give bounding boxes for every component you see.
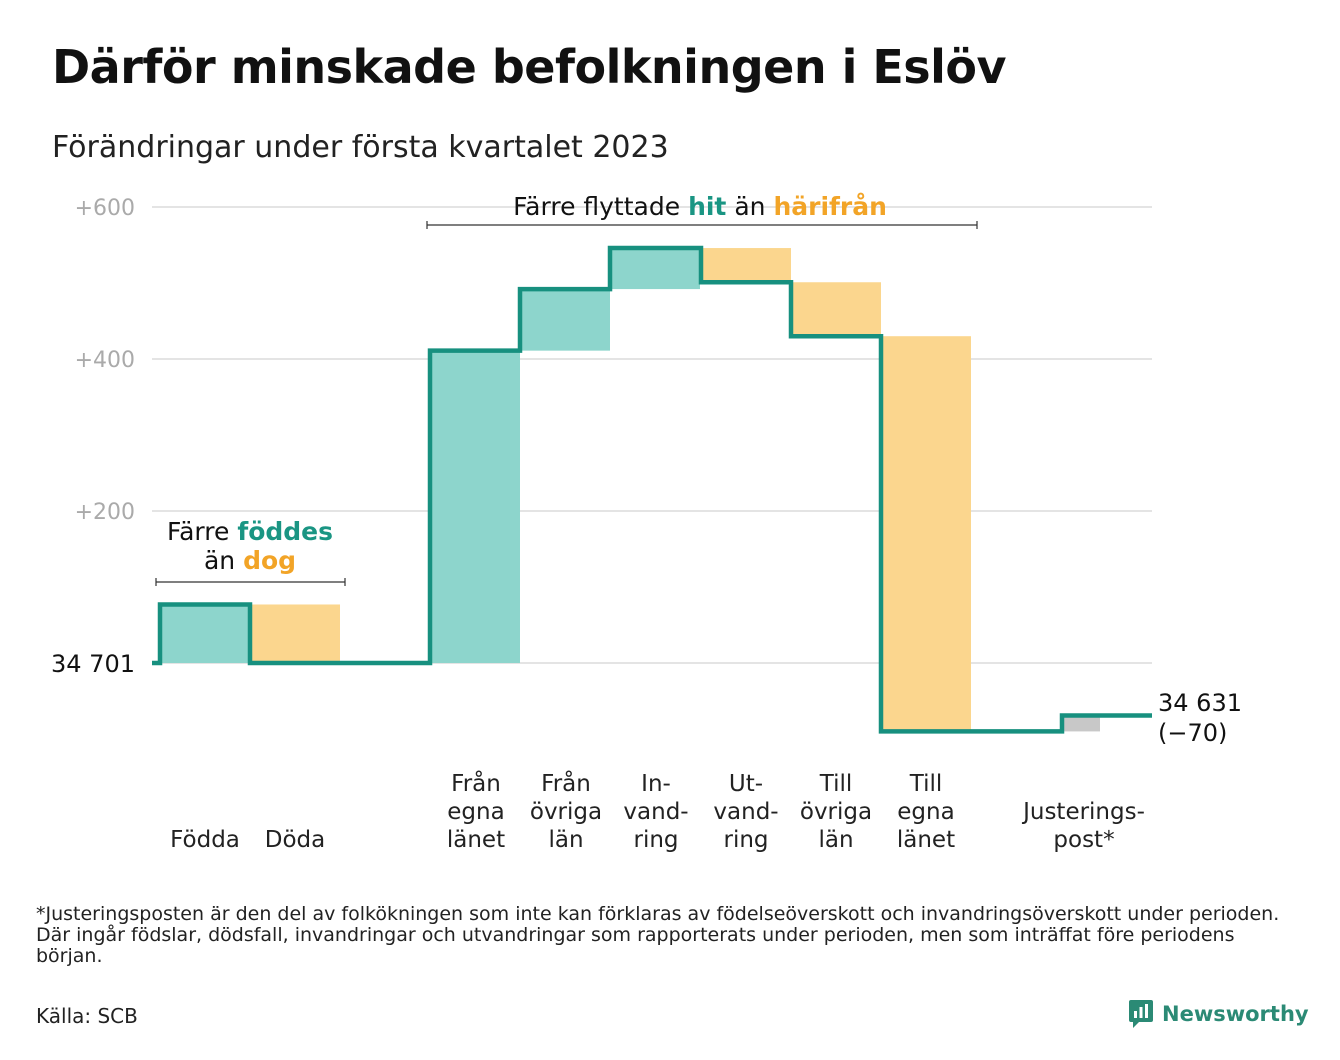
bar-till-egna-lanet [881,336,971,732]
bar-doda [250,604,340,663]
x-label-invandring: ring [633,827,678,853]
births-annotation-line1-part: föddes [237,517,333,546]
migration-annotation-part: än [726,192,773,221]
chart-subtitle: Förändringar under första kvartalet 2023 [52,130,669,165]
value-labels: 34 701 34 631(−70) [51,650,1242,747]
migration-annotation-part: hit [688,192,726,221]
x-label-justeringspost: Justerings- [1021,799,1145,825]
x-label-fran-egna-lanet: egna [447,799,504,825]
start-value-label: 34 701 [51,650,135,678]
births-annotation-line2: än dog [204,546,296,575]
source-label: Källa: SCB [36,1004,138,1028]
births-annotation-line1-part: Färre [167,517,237,546]
y-axis-ticks: +600 +400 +200 [75,196,135,525]
brand-name: Newsworthy [1162,1002,1309,1026]
bar-fran-egna-lanet [430,350,520,663]
bar-justeringspost [1062,715,1100,732]
x-label-doda: Döda [265,827,325,853]
brand-logo: Newsworthy [1128,998,1309,1030]
births-annotation-line2-part: än [204,546,243,575]
x-label-utvandring: ring [723,827,768,853]
migration-bracket [426,221,978,229]
x-label-fran-ovriga-lan: Från [541,769,591,797]
x-label-invandring: In- [641,771,671,797]
bars [160,248,1100,732]
bar-utvandring [701,248,791,283]
bar-invandring [610,248,700,290]
y-tick-label: +600 [75,196,135,221]
x-label-justeringspost: post* [1053,827,1114,853]
bar-till-ovriga-lan [791,282,881,337]
births-annotation-line1: Färre föddes [167,517,333,546]
bar-fodda [160,604,250,663]
x-label-till-egna-lanet: länet [897,827,955,853]
migration-annotation-part: härifrån [773,192,886,221]
chart-title: Därför minskade befolkningen i Eslöv [52,40,1007,94]
x-label-fran-ovriga-lan: län [548,827,583,853]
x-label-till-egna-lanet: Till [909,771,943,797]
x-label-utvandring: vand- [713,799,778,825]
cumulative-step-line [152,245,1152,734]
end-value-label: 34 631 [1158,689,1242,717]
bar-fran-ovriga-lan [520,289,610,351]
x-axis-labels: Födda DödaFrånegnalänetFrånövrigalänIn-va… [170,769,1145,853]
migration-annotation-part: Färre flyttade [513,192,688,221]
x-label-till-ovriga-lan: Till [819,771,853,797]
x-label-invandring: vand- [623,799,688,825]
x-label-fodda: Födda [170,827,240,853]
newsworthy-logo-icon [1129,1000,1153,1028]
x-label-utvandring: Ut- [729,771,763,797]
x-label-till-egna-lanet: egna [897,799,954,825]
migration-annotation: Färre flyttade hit än härifrån [513,192,887,221]
x-label-fran-egna-lanet: länet [447,827,505,853]
y-tick-label: +400 [75,348,135,373]
x-label-till-ovriga-lan: län [818,827,853,853]
step-line [152,245,1152,734]
births-bracket [155,578,346,586]
births-annotation-line2-part: dog [243,546,296,575]
x-label-till-ovriga-lan: övriga [800,799,872,825]
footnote: *Justeringsposten är den del av folkökni… [36,903,1280,967]
x-label-fran-egna-lanet: Från [451,769,501,797]
net-change-label: (−70) [1158,719,1227,747]
x-label-fran-ovriga-lan: övriga [530,799,602,825]
y-tick-label: +200 [75,500,135,525]
